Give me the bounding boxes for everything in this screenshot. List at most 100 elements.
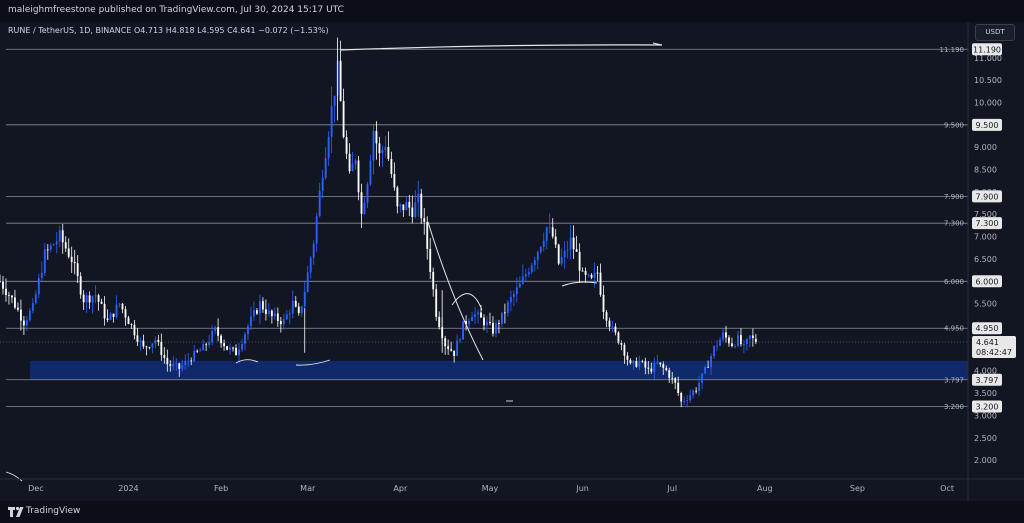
level-tag-text: 9.500 [976, 121, 999, 130]
candle-body [232, 347, 234, 349]
candle-body [671, 377, 674, 379]
candle-body [360, 192, 363, 214]
level-label: 7.300 [944, 220, 964, 228]
candle-body [279, 320, 282, 325]
candle-body [480, 312, 482, 318]
candle-body [82, 294, 85, 303]
candle-body [342, 101, 345, 138]
price-tick-label: 7.500 [974, 210, 997, 219]
candle-body [701, 373, 704, 383]
candle-body [345, 137, 348, 154]
candle-body [244, 334, 246, 344]
candle-body [154, 339, 157, 344]
candle-body [665, 367, 668, 371]
candle-body [611, 326, 614, 328]
time-tick-label: Jun [575, 484, 589, 493]
candle-body [393, 174, 396, 188]
candle-body [0, 281, 1, 283]
hand-drawings-layer [5, 42, 663, 482]
candle-body [495, 323, 497, 334]
candle-body [533, 260, 536, 266]
candle-body [303, 291, 306, 307]
candle-body [742, 344, 745, 345]
candle-body [28, 310, 31, 321]
currency-button[interactable]: USDT [975, 24, 1015, 41]
candle-body [148, 347, 151, 349]
candle-body [599, 272, 602, 295]
candle-body [312, 243, 315, 258]
candle-body [408, 201, 411, 208]
ohlc-open: O4.713 [133, 26, 164, 35]
candle-body [435, 289, 438, 317]
candle-body [94, 295, 97, 297]
candle-body [605, 312, 608, 321]
candle-body [698, 382, 701, 391]
candle-body [52, 244, 55, 246]
candle-body [468, 320, 470, 325]
candle-body [593, 272, 596, 278]
candle-body [366, 184, 369, 203]
price-tick-label: 9.000 [974, 143, 997, 152]
candle-body [686, 400, 689, 402]
candle-body [67, 248, 70, 257]
candle-body [641, 361, 644, 362]
price-tick-label: 6.500 [974, 255, 997, 264]
candle-body [384, 147, 387, 151]
level-tag-text: 7.900 [976, 192, 999, 201]
candle-body [306, 272, 309, 292]
level-tag-text: 7.300 [976, 219, 999, 228]
candle-body [256, 310, 258, 314]
candle-body [405, 201, 408, 211]
candle-body [363, 202, 366, 214]
level-tag [972, 373, 1002, 386]
time-tick-label: Jul [666, 484, 677, 493]
candle-body [166, 357, 169, 365]
candle-body [426, 221, 429, 249]
candle-body [181, 365, 184, 369]
candle-body [76, 263, 79, 277]
candle-body [659, 362, 662, 365]
candle-body [402, 204, 405, 211]
candle-body [220, 335, 223, 344]
candle-body [518, 283, 521, 288]
candle-body [2, 281, 4, 289]
price-axis: 2.0002.5003.0003.5004.0004.5005.0005.500… [967, 22, 1002, 501]
level-label: 9.500 [944, 121, 964, 129]
candle-body [261, 301, 264, 310]
candle-body [492, 322, 494, 334]
publisher-bar: maleighmfreestone published on TradingVi… [0, 0, 1024, 22]
candle-body [653, 362, 656, 372]
candle-body [602, 294, 605, 313]
price-chart[interactable]: 11.190 9.500 7.900 7.300 6.000 4.950 3.797 3.20… [0, 22, 1024, 501]
candle-body [536, 252, 539, 261]
candle-body [121, 303, 124, 310]
candle-body [11, 295, 13, 298]
candles-layer [0, 37, 968, 408]
candle-body [489, 321, 491, 323]
candle-body [399, 204, 402, 207]
candle-body [575, 249, 578, 252]
candle-body [324, 158, 327, 178]
candle-body [88, 295, 91, 303]
level-tag-text: 3.797 [976, 376, 999, 385]
candle-body [16, 307, 19, 310]
candle-body [318, 190, 321, 217]
candle-body [584, 271, 587, 275]
candle-body [420, 193, 423, 219]
candle-body [97, 295, 100, 302]
time-tick-label: Oct [940, 484, 954, 493]
candle-body [136, 335, 139, 342]
chart-area[interactable]: 11.190 9.500 7.900 7.300 6.000 4.950 3.797 3.20… [0, 22, 1024, 501]
candle-body [85, 295, 88, 303]
price-tick-label: 10.500 [974, 76, 1002, 85]
candle-body [751, 335, 754, 338]
candle-body [566, 249, 569, 251]
level-tag [972, 322, 1002, 335]
candle-body [438, 316, 441, 328]
candle-body [315, 216, 318, 244]
candle-body [572, 237, 575, 250]
candle-body [527, 272, 530, 275]
candle-body [354, 160, 357, 165]
candle-body [453, 350, 456, 356]
candle-body [545, 227, 548, 241]
